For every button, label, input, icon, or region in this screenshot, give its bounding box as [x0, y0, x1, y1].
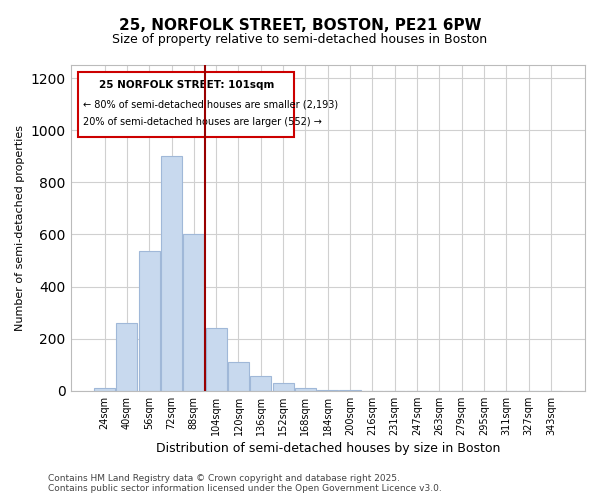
- Y-axis label: Number of semi-detached properties: Number of semi-detached properties: [15, 125, 25, 331]
- FancyBboxPatch shape: [78, 72, 295, 136]
- Bar: [228, 362, 249, 391]
- Text: 25 NORFOLK STREET: 101sqm: 25 NORFOLK STREET: 101sqm: [98, 80, 274, 90]
- Bar: [116, 322, 137, 391]
- Bar: [295, 388, 316, 391]
- Text: Contains HM Land Registry data © Crown copyright and database right 2025.: Contains HM Land Registry data © Crown c…: [48, 474, 400, 483]
- Bar: [161, 156, 182, 391]
- Bar: [206, 328, 227, 391]
- Bar: [272, 383, 294, 391]
- Bar: [317, 390, 338, 391]
- Text: ← 80% of semi-detached houses are smaller (2,193): ← 80% of semi-detached houses are smalle…: [83, 99, 338, 109]
- Bar: [94, 388, 115, 391]
- Text: 25, NORFOLK STREET, BOSTON, PE21 6PW: 25, NORFOLK STREET, BOSTON, PE21 6PW: [119, 18, 481, 32]
- Bar: [250, 376, 271, 391]
- X-axis label: Distribution of semi-detached houses by size in Boston: Distribution of semi-detached houses by …: [155, 442, 500, 455]
- Text: Size of property relative to semi-detached houses in Boston: Size of property relative to semi-detach…: [112, 32, 488, 46]
- Bar: [183, 234, 205, 391]
- Text: Contains public sector information licensed under the Open Government Licence v3: Contains public sector information licen…: [48, 484, 442, 493]
- Bar: [340, 390, 361, 391]
- Text: 20% of semi-detached houses are larger (552) →: 20% of semi-detached houses are larger (…: [83, 117, 322, 127]
- Bar: [139, 252, 160, 391]
